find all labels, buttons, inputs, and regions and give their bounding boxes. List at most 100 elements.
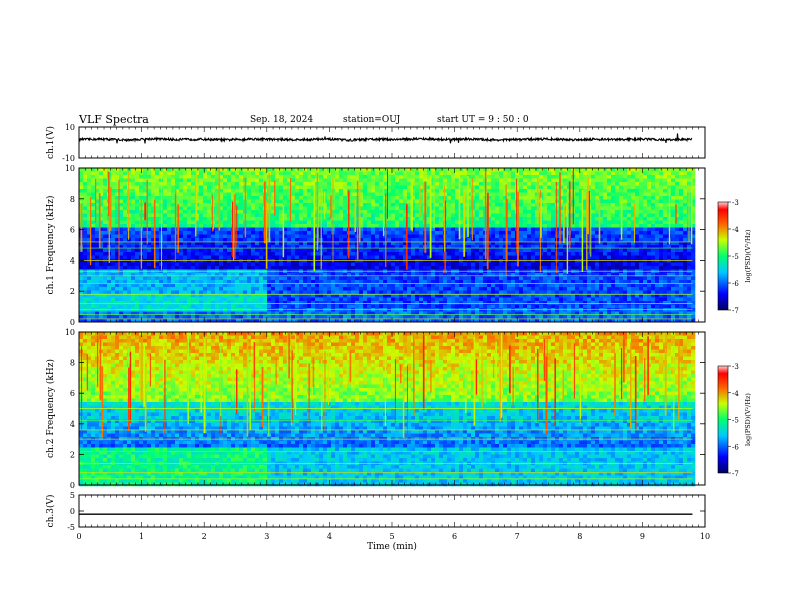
spectrogram-cell <box>459 220 464 225</box>
spectrogram-cell <box>303 234 308 239</box>
spectrogram-cell <box>411 297 416 302</box>
spectrogram-cell <box>319 287 324 291</box>
spectrogram-cell <box>343 248 348 253</box>
spectrogram-cell <box>219 238 224 242</box>
spectrogram-cell <box>327 283 332 288</box>
spectrogram-cell <box>143 287 148 291</box>
spectrogram-cell <box>283 203 288 207</box>
spectrogram-cell <box>183 182 188 186</box>
spectrogram-cell <box>399 262 404 267</box>
spectrogram-cell <box>391 262 396 267</box>
spectrogram-cell <box>415 262 420 267</box>
spectrogram-cell <box>467 175 472 179</box>
spectrogram-cell <box>335 210 340 214</box>
spectrogram-cell <box>359 273 364 277</box>
spectrogram-cell <box>367 248 372 253</box>
spectrogram-cell <box>295 315 300 319</box>
spectrogram-cell <box>327 175 332 179</box>
spectrogram-cell <box>471 199 476 204</box>
spectrogram-cell <box>143 304 148 309</box>
spectrogram-cell <box>355 283 360 288</box>
spectrogram-cell <box>507 178 512 183</box>
spectrogram-cell <box>195 301 200 305</box>
spectrogram-cell <box>291 168 296 172</box>
spectrogram-cell <box>147 234 152 239</box>
spectrogram-cell <box>127 311 132 316</box>
spectrogram-cell <box>471 262 476 267</box>
spectrogram-cell <box>87 297 92 302</box>
spectrogram-cell <box>99 199 104 204</box>
spectrogram-cell <box>351 196 356 200</box>
spectrogram-cell <box>411 199 416 204</box>
spectrogram-cell <box>95 301 100 305</box>
spectrogram-cell <box>447 287 452 291</box>
spectrogram-cell <box>375 262 380 267</box>
spectrogram-cell <box>95 283 100 288</box>
spectrogram-cell <box>119 189 124 193</box>
spectrogram-cell <box>487 206 492 211</box>
spectrogram-cell <box>343 301 348 305</box>
spectrogram-cell <box>167 192 172 197</box>
spectrogram-cell <box>455 224 460 228</box>
spectrogram-cell <box>195 266 200 270</box>
spectrogram-cell <box>383 189 388 193</box>
spectrogram-cell <box>199 280 204 284</box>
spectrogram-cell <box>215 301 220 305</box>
spectrogram-cell <box>371 259 376 263</box>
spectrogram-cell <box>511 171 516 176</box>
spectrogram-cell <box>379 220 384 225</box>
spectrogram-cell <box>311 297 316 302</box>
spectrogram-cell <box>367 171 372 176</box>
spectrogram-cell <box>295 255 300 260</box>
spectrogram-cell <box>239 248 244 253</box>
spectrogram-cell <box>503 206 508 211</box>
spectrogram-cell <box>223 238 228 242</box>
spectrogram-cell <box>335 217 340 221</box>
spectrogram-cell <box>99 283 104 288</box>
spectrogram-cell <box>279 196 284 200</box>
spectrogram-cell <box>159 199 164 204</box>
spectrogram-cell <box>379 315 384 319</box>
spectrogram-cell <box>167 210 172 214</box>
spectrogram-cell <box>311 185 316 190</box>
spectrogram-cell <box>127 259 132 263</box>
spectrogram-cell <box>155 238 160 242</box>
spectrogram-cell <box>287 290 292 295</box>
spectrogram-cell <box>179 196 184 200</box>
spectrogram-cell <box>91 311 96 316</box>
spectrogram-cell <box>307 196 312 200</box>
spectrogram-cell <box>259 273 264 277</box>
spectrogram-cell <box>271 196 276 200</box>
spectrogram-cell <box>503 171 508 176</box>
spectrogram-cell <box>467 210 472 214</box>
spectrogram-cell <box>155 234 160 239</box>
spectrogram-cell <box>159 175 164 179</box>
spectrogram-cell <box>227 280 232 284</box>
spectrogram-cell <box>335 185 340 190</box>
spectrogram-cell <box>395 185 400 190</box>
spectrogram-cell <box>303 182 308 186</box>
spectrogram-cell <box>451 259 456 263</box>
spectrogram-cell <box>255 294 260 298</box>
spectrogram-cell <box>411 245 416 249</box>
spectrogram-cell <box>463 241 468 246</box>
spectrogram-cell <box>395 224 400 228</box>
spectrogram-cell <box>291 220 296 225</box>
spectrogram-cell <box>191 283 196 288</box>
spectrogram-cell <box>375 196 380 200</box>
spectrogram-cell <box>451 182 456 186</box>
spectrogram-cell <box>487 203 492 207</box>
spectrogram-cell <box>115 318 120 323</box>
spectrogram-cell <box>335 175 340 179</box>
spectrogram-cell <box>259 294 264 298</box>
spectrogram-cell <box>443 196 448 200</box>
spectrogram-cell <box>403 315 408 319</box>
spectrogram-cell <box>435 231 440 235</box>
spectrogram-cell <box>219 241 224 246</box>
spectrogram-cell <box>471 259 476 263</box>
spectrogram-cell <box>283 273 288 277</box>
spectrogram-cell <box>151 280 156 284</box>
spectrogram-cell <box>207 168 212 172</box>
spectrogram-cell <box>507 287 512 291</box>
spectrogram-cell <box>479 280 484 284</box>
